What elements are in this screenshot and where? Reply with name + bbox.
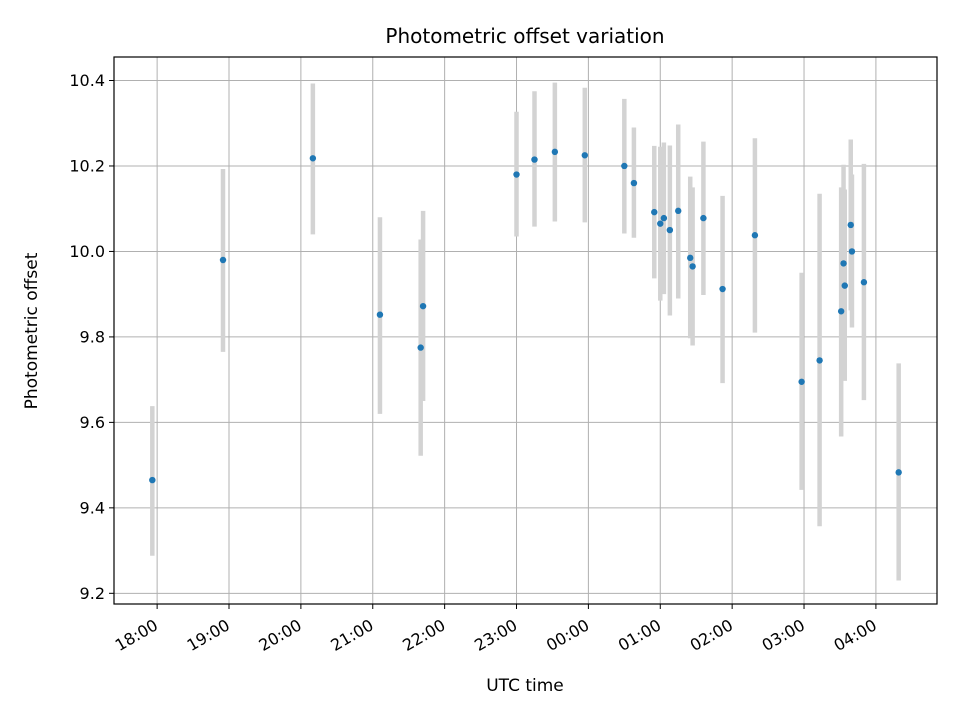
- data-point: [630, 179, 638, 187]
- y-tick-label: 10.2: [69, 156, 105, 175]
- y-axis: 9.2 9.4 9.6 9.8 10.0 10.2 10.4: [69, 71, 114, 603]
- data-points: [149, 148, 902, 484]
- y-tick-label: 10.0: [69, 242, 105, 261]
- data-point: [719, 285, 726, 293]
- data-point: [581, 152, 588, 159]
- data-point: [666, 226, 674, 234]
- data-point: [895, 469, 902, 476]
- x-axis-title: UTC time: [486, 676, 564, 696]
- data-point: [651, 208, 658, 216]
- data-point: [687, 254, 694, 262]
- y-tick-label: 9.4: [80, 498, 105, 517]
- data-point: [860, 279, 868, 286]
- data-point: [847, 221, 854, 229]
- data-point: [837, 308, 845, 315]
- data-point: [798, 378, 805, 385]
- chart-title: Photometric offset variation: [385, 24, 664, 48]
- data-point: [657, 220, 664, 227]
- data-point: [841, 282, 848, 289]
- data-point: [149, 476, 156, 484]
- data-point: [551, 148, 559, 156]
- plot-frame: [113, 56, 938, 605]
- y-tick-label: 9.6: [80, 413, 105, 432]
- data-point: [700, 214, 707, 222]
- data-point: [816, 357, 823, 364]
- data-point: [531, 156, 538, 163]
- y-tick-label: 9.8: [80, 327, 105, 346]
- data-point: [513, 171, 520, 178]
- data-point: [689, 263, 696, 270]
- y-axis-title: Photometric offset: [22, 252, 42, 409]
- data-point: [376, 311, 384, 318]
- y-tick-label: 9.2: [80, 584, 105, 603]
- data-point: [848, 248, 856, 255]
- data-point: [219, 256, 227, 264]
- data-point: [751, 232, 759, 239]
- data-point: [660, 214, 668, 222]
- data-point: [621, 162, 628, 170]
- data-point: [309, 155, 317, 162]
- data-point: [419, 302, 427, 310]
- data-point: [675, 207, 682, 215]
- data-point: [840, 260, 847, 267]
- y-tick-label: 10.4: [69, 71, 105, 90]
- data-point: [417, 344, 424, 351]
